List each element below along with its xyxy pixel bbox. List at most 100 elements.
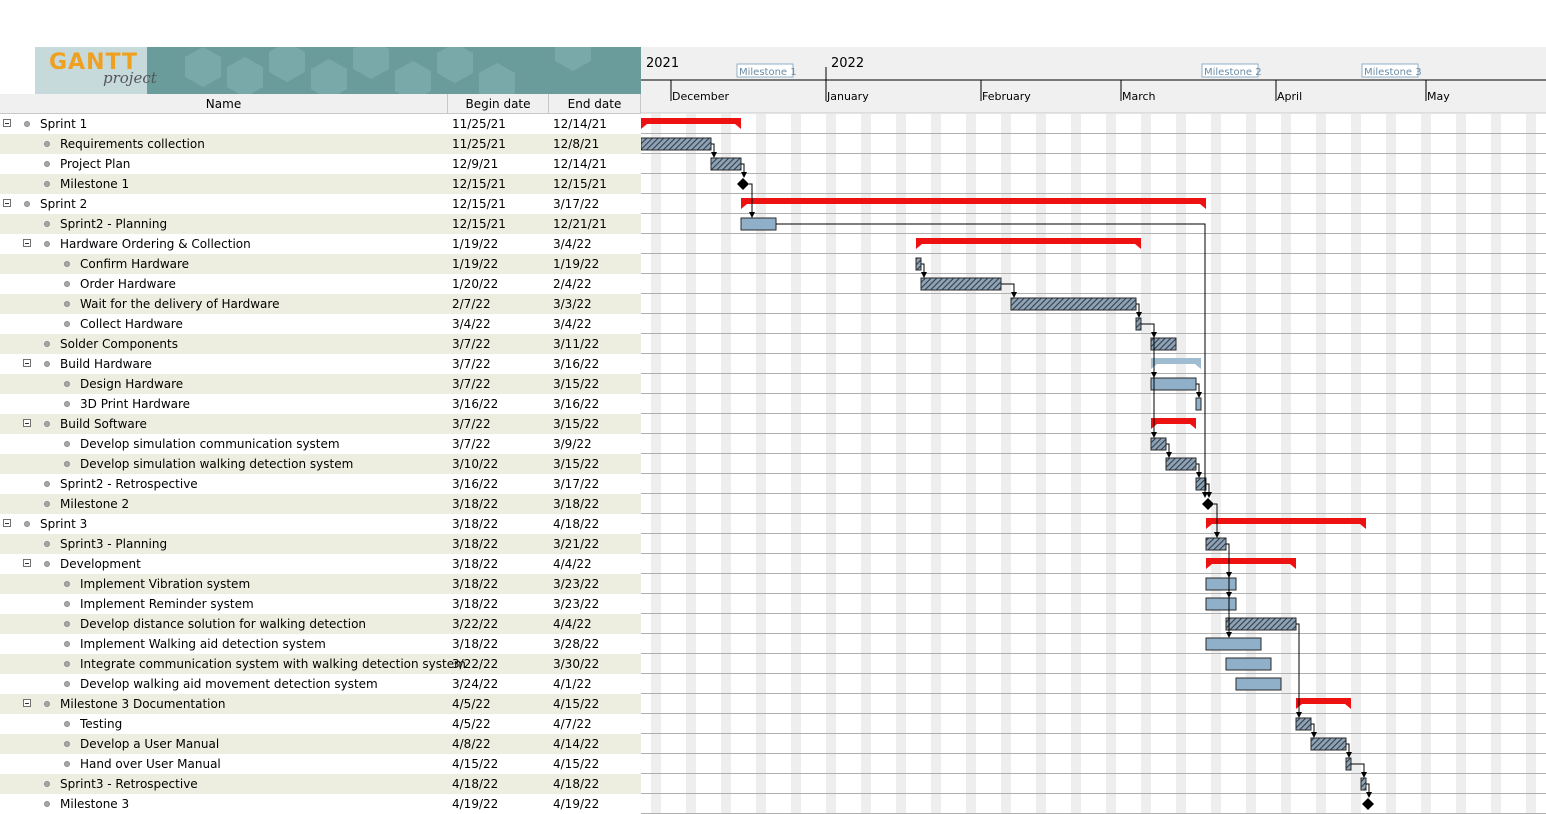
task-end-date: 3/21/22 [553, 537, 600, 551]
task-name: Build Hardware [60, 357, 152, 371]
task-begin-date: 4/18/22 [452, 777, 499, 791]
task-bar [1165, 457, 1197, 471]
task-name: Solder Components [60, 337, 178, 351]
collapse-toggle-icon[interactable] [23, 699, 31, 707]
task-row[interactable]: Testing 4/5/22 4/7/22 [0, 714, 641, 734]
ganttproject-logo: GANTT project [35, 47, 157, 94]
task-name: Sprint3 - Planning [60, 537, 168, 551]
task-bullet-icon [44, 181, 50, 187]
month-label: April [1277, 90, 1302, 103]
task-row[interactable]: Build Hardware 3/7/22 3/16/22 [0, 354, 641, 374]
weekend-stripe [1281, 114, 1291, 814]
column-header-begin-date[interactable]: Begin date [448, 94, 549, 114]
task-row[interactable]: Requirements collection 11/25/21 12/8/21 [0, 134, 641, 154]
collapse-toggle-icon[interactable] [3, 199, 11, 207]
task-row[interactable]: Sprint2 - Retrospective 3/16/22 3/17/22 [0, 474, 641, 494]
task-row[interactable]: Sprint 1 11/25/21 12/14/21 [0, 114, 641, 134]
task-name: Develop a User Manual [80, 737, 220, 751]
task-row[interactable]: Development 3/18/22 4/4/22 [0, 554, 641, 574]
task-row[interactable]: Milestone 1 12/15/21 12/15/21 [0, 174, 641, 194]
dependency-arrow [921, 263, 927, 278]
summary-bar [641, 118, 741, 124]
task-row[interactable]: Develop a User Manual 4/8/22 4/14/22 [0, 734, 641, 754]
weekend-stripe [931, 114, 941, 814]
task-row[interactable]: Project Plan 12/9/21 12/14/21 [0, 154, 641, 174]
task-row[interactable]: Develop simulation communication system 3… [0, 434, 641, 454]
task-row[interactable]: Sprint2 - Planning 12/15/21 12/21/21 [0, 214, 641, 234]
collapse-toggle-icon[interactable] [3, 119, 11, 127]
task-row[interactable]: Milestone 2 3/18/22 3/18/22 [0, 494, 641, 514]
task-name: Hand over User Manual [80, 757, 221, 771]
task-row[interactable]: Design Hardware 3/7/22 3/15/22 [0, 374, 641, 394]
milestone-flag [1201, 63, 1259, 78]
hexagon-pattern-decoration [185, 47, 591, 94]
milestone-flag [736, 63, 794, 78]
task-name: Project Plan [60, 157, 131, 171]
task-end-date: 3/9/22 [553, 437, 592, 451]
task-row[interactable]: Build Software 3/7/22 3/15/22 [0, 414, 641, 434]
task-row[interactable]: Develop distance solution for walking de… [0, 614, 641, 634]
task-row[interactable]: Hardware Ordering & Collection 1/19/22 3/4… [0, 234, 641, 254]
summary-bar [1206, 558, 1296, 564]
task-begin-date: 12/15/21 [452, 177, 506, 191]
task-begin-date: 3/18/22 [452, 517, 499, 531]
task-bullet-icon [44, 421, 50, 427]
collapse-toggle-icon[interactable] [3, 519, 11, 527]
task-name: Confirm Hardware [80, 257, 190, 271]
task-begin-date: 11/25/21 [452, 117, 506, 131]
dependency-arrow [741, 163, 747, 178]
task-row[interactable]: Hand over User Manual 4/15/22 4/15/22 [0, 754, 641, 774]
task-row[interactable]: Confirm Hardware 1/19/22 1/19/22 [0, 254, 641, 274]
task-begin-date: 3/16/22 [452, 477, 499, 491]
collapse-toggle-icon[interactable] [23, 359, 31, 367]
task-row[interactable]: Collect Hardware 3/4/22 3/4/22 [0, 314, 641, 334]
task-bullet-icon [44, 141, 50, 147]
task-bullet-icon [44, 541, 50, 547]
task-name: Develop simulation communication system [80, 437, 340, 451]
collapse-toggle-icon[interactable] [23, 419, 31, 427]
summary-bar [1296, 698, 1351, 704]
task-row[interactable]: Integrate communication system with walk… [0, 654, 641, 674]
task-end-date: 3/15/22 [553, 417, 600, 431]
task-bar [1295, 717, 1312, 731]
task-bullet-icon [44, 161, 50, 167]
task-bar [1205, 537, 1227, 551]
task-row[interactable]: Implement Reminder system 3/18/22 3/23/22 [0, 594, 641, 614]
task-bullet-icon [64, 401, 70, 407]
summary-bar-end-cap [1360, 524, 1366, 529]
task-name: Collect Hardware [80, 317, 183, 331]
collapse-toggle-icon[interactable] [23, 559, 31, 567]
task-bullet-icon [64, 741, 70, 747]
task-bullet-icon [64, 761, 70, 767]
task-row[interactable]: Develop simulation walking detection sys… [0, 454, 641, 474]
task-begin-date: 1/19/22 [452, 257, 499, 271]
task-begin-date: 11/25/21 [452, 137, 506, 151]
month-label: May [1427, 90, 1450, 103]
task-begin-date: 3/18/22 [452, 557, 499, 571]
collapse-toggle-icon[interactable] [23, 239, 31, 247]
task-row[interactable]: Milestone 3 Documentation 4/5/22 4/15/22 [0, 694, 641, 714]
task-row[interactable]: Sprint 2 12/15/21 3/17/22 [0, 194, 641, 214]
task-row[interactable]: Implement Vibration system 3/18/22 3/23/22 [0, 574, 641, 594]
task-end-date: 3/16/22 [553, 357, 600, 371]
task-row[interactable]: Solder Components 3/7/22 3/11/22 [0, 334, 641, 354]
task-row[interactable]: Sprint3 - Planning 3/18/22 3/21/22 [0, 534, 641, 554]
task-row[interactable]: 3D Print Hardware 3/16/22 3/16/22 [0, 394, 641, 414]
task-row[interactable]: Develop walking aid movement detection s… [0, 674, 641, 694]
task-end-date: 3/15/22 [553, 457, 600, 471]
task-begin-date: 3/18/22 [452, 597, 499, 611]
task-name: Develop simulation walking detection sys… [80, 457, 354, 471]
dependency-arrow [1166, 443, 1172, 458]
task-row[interactable]: Order Hardware 1/20/22 2/4/22 [0, 274, 641, 294]
column-header-name[interactable]: Name [0, 94, 448, 114]
task-row[interactable]: Milestone 3 4/19/22 4/19/22 [0, 794, 641, 814]
task-begin-date: 3/10/22 [452, 457, 499, 471]
task-row[interactable]: Sprint3 - Retrospective 4/18/22 4/18/22 [0, 774, 641, 794]
task-row[interactable]: Wait for the delivery of Hardware 2/7/22 3… [0, 294, 641, 314]
task-end-date: 1/19/22 [553, 257, 600, 271]
task-bar [1345, 757, 1352, 771]
task-row[interactable]: Implement Walking aid detection system 3/… [0, 634, 641, 654]
task-row[interactable]: Sprint 3 3/18/22 4/18/22 [0, 514, 641, 534]
summary-bar-end-cap [1200, 204, 1206, 209]
column-header-end-date[interactable]: End date [549, 94, 641, 114]
